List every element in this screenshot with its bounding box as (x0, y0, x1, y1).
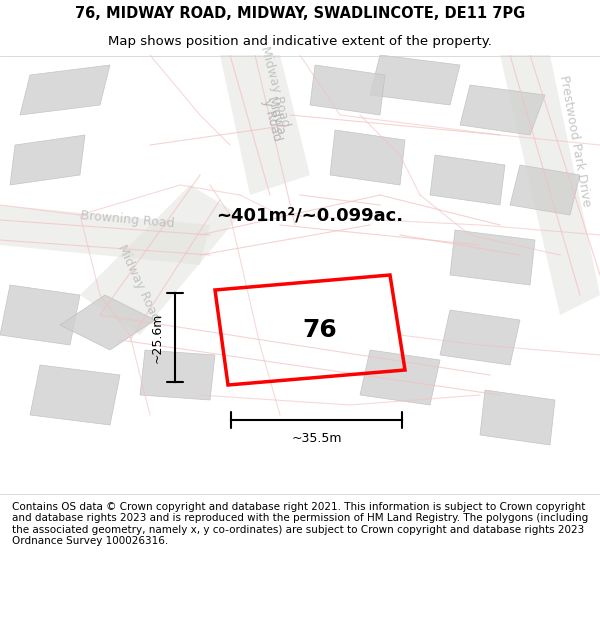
Polygon shape (60, 295, 155, 350)
Polygon shape (500, 55, 600, 315)
Text: y Road: y Road (260, 98, 284, 143)
Text: 76: 76 (302, 318, 337, 342)
Polygon shape (460, 85, 545, 135)
Polygon shape (360, 350, 440, 405)
Text: Midwa: Midwa (264, 96, 287, 138)
Polygon shape (80, 185, 240, 335)
Text: Map shows position and indicative extent of the property.: Map shows position and indicative extent… (108, 35, 492, 48)
Polygon shape (30, 365, 120, 425)
Text: Contains OS data © Crown copyright and database right 2021. This information is : Contains OS data © Crown copyright and d… (12, 501, 588, 546)
Polygon shape (220, 55, 310, 195)
Polygon shape (330, 130, 405, 185)
Text: ~401m²/~0.099ac.: ~401m²/~0.099ac. (217, 206, 404, 224)
Polygon shape (450, 230, 535, 285)
Polygon shape (510, 165, 580, 215)
Polygon shape (480, 390, 555, 445)
Text: 76, MIDWAY ROAD, MIDWAY, SWADLINCOTE, DE11 7PG: 76, MIDWAY ROAD, MIDWAY, SWADLINCOTE, DE… (75, 6, 525, 21)
Text: ~25.6m: ~25.6m (151, 312, 163, 362)
Polygon shape (430, 155, 505, 205)
Polygon shape (0, 205, 210, 265)
Text: Browning Road: Browning Road (80, 209, 175, 230)
Polygon shape (20, 65, 110, 115)
Polygon shape (440, 310, 520, 365)
Polygon shape (10, 135, 85, 185)
Text: Midway Road: Midway Road (258, 44, 292, 128)
Polygon shape (370, 55, 460, 105)
Polygon shape (0, 285, 80, 345)
Polygon shape (310, 65, 385, 115)
Text: Midway Road: Midway Road (115, 242, 162, 323)
Text: Prestwood Park Drive: Prestwood Park Drive (557, 74, 593, 208)
Polygon shape (140, 350, 215, 400)
Text: ~35.5m: ~35.5m (291, 431, 342, 444)
